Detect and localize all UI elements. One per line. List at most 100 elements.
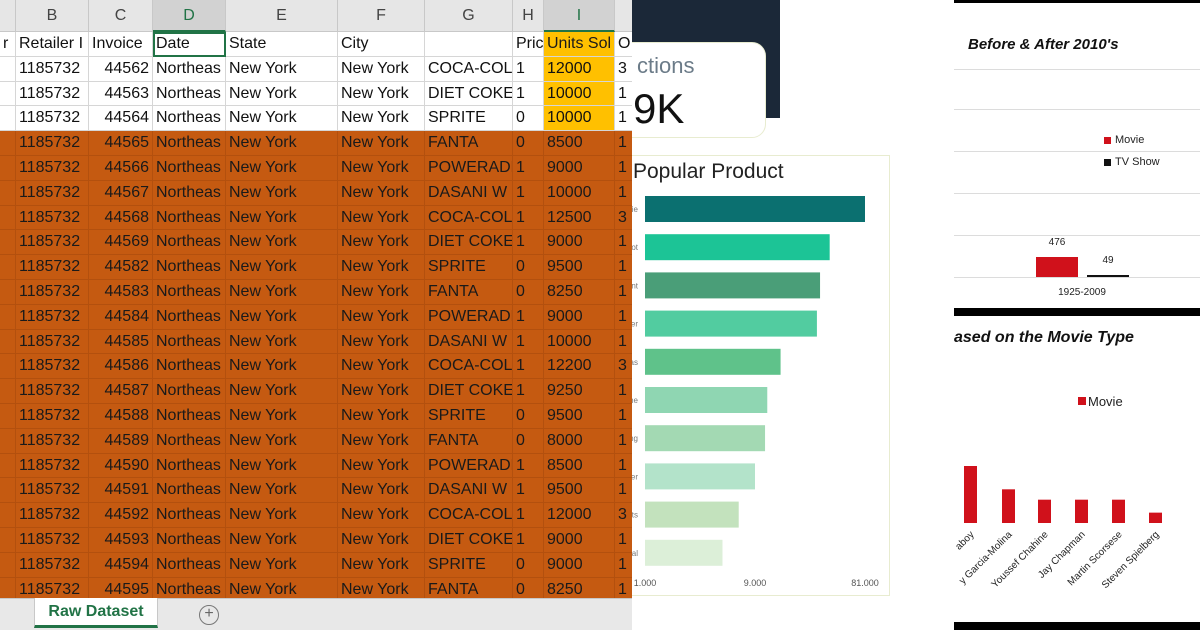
cell-j[interactable]: 1 bbox=[615, 379, 632, 404]
cell-a[interactable] bbox=[0, 56, 16, 82]
cell-c[interactable]: 44589 bbox=[89, 428, 153, 454]
cell-d[interactable]: Northeas bbox=[153, 180, 226, 206]
cell-d[interactable]: Northeas bbox=[153, 428, 226, 454]
header-cell[interactable] bbox=[425, 32, 513, 57]
cell-a[interactable] bbox=[0, 528, 16, 553]
cell-i[interactable]: 9500 bbox=[544, 255, 615, 280]
cell-h[interactable]: 0 bbox=[513, 428, 544, 454]
cell-f[interactable]: New York bbox=[338, 81, 425, 107]
cell-d[interactable]: Northeas bbox=[153, 56, 226, 82]
cell-b[interactable]: 1185732 bbox=[16, 205, 89, 231]
cell-b[interactable]: 1185732 bbox=[16, 106, 89, 132]
cell-i[interactable]: 9500 bbox=[544, 404, 615, 429]
cell-d[interactable]: Northeas bbox=[153, 156, 226, 181]
cell-c[interactable]: 44568 bbox=[89, 205, 153, 231]
cell-h[interactable]: 1 bbox=[513, 528, 544, 553]
cell-g[interactable]: DASANI W bbox=[425, 478, 513, 504]
cell-f[interactable]: New York bbox=[338, 131, 425, 156]
cell-h[interactable]: 1 bbox=[513, 478, 544, 504]
cell-i[interactable]: 9000 bbox=[544, 156, 615, 181]
cell-c[interactable]: 44582 bbox=[89, 255, 153, 280]
cell-i[interactable]: 12000 bbox=[544, 56, 615, 82]
column-header[interactable]: C bbox=[89, 0, 153, 32]
cell-g[interactable]: COCA-COL bbox=[425, 354, 513, 380]
header-cell[interactable]: Pric bbox=[513, 32, 544, 57]
cell-g[interactable]: FANTA bbox=[425, 131, 513, 156]
column-header[interactable] bbox=[615, 0, 632, 32]
cell-i[interactable]: 9500 bbox=[544, 478, 615, 504]
cell-h[interactable]: 1 bbox=[513, 329, 544, 355]
cell-e[interactable]: New York bbox=[226, 81, 338, 107]
cell-i[interactable]: 9000 bbox=[544, 304, 615, 330]
cell-j[interactable]: 1 bbox=[615, 81, 632, 107]
cell-d[interactable]: Northeas bbox=[153, 131, 226, 156]
cell-b[interactable]: 1185732 bbox=[16, 81, 89, 107]
cell-e[interactable]: New York bbox=[226, 156, 338, 181]
cell-f[interactable]: New York bbox=[338, 205, 425, 231]
cell-c[interactable]: 44591 bbox=[89, 478, 153, 504]
cell-f[interactable]: New York bbox=[338, 230, 425, 256]
cell-g[interactable]: FANTA bbox=[425, 428, 513, 454]
add-sheet-icon[interactable]: + bbox=[199, 605, 219, 625]
cell-g[interactable]: DIET COKE bbox=[425, 81, 513, 107]
cell-j[interactable]: 1 bbox=[615, 180, 632, 206]
cell-c[interactable]: 44590 bbox=[89, 453, 153, 479]
cell-b[interactable]: 1185732 bbox=[16, 329, 89, 355]
cell-i[interactable]: 10000 bbox=[544, 329, 615, 355]
cell-e[interactable]: New York bbox=[226, 552, 338, 578]
cell-j[interactable]: 1 bbox=[615, 156, 632, 181]
cell-e[interactable]: New York bbox=[226, 56, 338, 82]
cell-e[interactable]: New York bbox=[226, 478, 338, 504]
cell-f[interactable]: New York bbox=[338, 453, 425, 479]
cell-e[interactable]: New York bbox=[226, 528, 338, 553]
cell-d[interactable]: Northeas bbox=[153, 329, 226, 355]
sheet-tab-raw-dataset[interactable]: Raw Dataset bbox=[34, 598, 158, 628]
cell-i[interactable]: 8000 bbox=[544, 428, 615, 454]
cell-f[interactable]: New York bbox=[338, 354, 425, 380]
cell-d[interactable]: Northeas bbox=[153, 379, 226, 404]
cell-c[interactable]: 44569 bbox=[89, 230, 153, 256]
cell-h[interactable]: 0 bbox=[513, 255, 544, 280]
header-cell[interactable]: Date bbox=[153, 32, 226, 57]
cell-b[interactable]: 1185732 bbox=[16, 156, 89, 181]
cell-j[interactable]: 1 bbox=[615, 280, 632, 305]
cell-b[interactable]: 1185732 bbox=[16, 453, 89, 479]
cell-a[interactable] bbox=[0, 503, 16, 528]
column-header[interactable] bbox=[0, 0, 16, 32]
cell-g[interactable]: SPRITE bbox=[425, 255, 513, 280]
cell-g[interactable]: SPRITE bbox=[425, 552, 513, 578]
cell-e[interactable]: New York bbox=[226, 304, 338, 330]
cell-f[interactable]: New York bbox=[338, 280, 425, 305]
cell-i[interactable]: 9000 bbox=[544, 552, 615, 578]
cell-h[interactable]: 1 bbox=[513, 453, 544, 479]
header-cell[interactable]: Units Sol bbox=[544, 32, 615, 57]
cell-e[interactable]: New York bbox=[226, 379, 338, 404]
cell-h[interactable]: 0 bbox=[513, 404, 544, 429]
cell-f[interactable]: New York bbox=[338, 329, 425, 355]
cell-e[interactable]: New York bbox=[226, 503, 338, 528]
cell-f[interactable]: New York bbox=[338, 478, 425, 504]
header-cell[interactable]: O bbox=[615, 32, 632, 57]
cell-a[interactable] bbox=[0, 329, 16, 355]
cell-h[interactable]: 1 bbox=[513, 81, 544, 107]
cell-b[interactable]: 1185732 bbox=[16, 304, 89, 330]
cell-d[interactable]: Northeas bbox=[153, 478, 226, 504]
cell-g[interactable]: DASANI W bbox=[425, 329, 513, 355]
cell-d[interactable]: Northeas bbox=[153, 106, 226, 132]
cell-i[interactable]: 12000 bbox=[544, 503, 615, 528]
cell-a[interactable] bbox=[0, 280, 16, 305]
cell-j[interactable]: 1 bbox=[615, 552, 632, 578]
cell-g[interactable]: POWERADE bbox=[425, 156, 513, 181]
cell-j[interactable]: 3 bbox=[615, 205, 632, 231]
cell-g[interactable]: DIET COKE bbox=[425, 230, 513, 256]
cell-f[interactable]: New York bbox=[338, 106, 425, 132]
cell-c[interactable]: 44563 bbox=[89, 81, 153, 107]
cell-b[interactable]: 1185732 bbox=[16, 379, 89, 404]
cell-e[interactable]: New York bbox=[226, 404, 338, 429]
cell-j[interactable]: 1 bbox=[615, 329, 632, 355]
cell-d[interactable]: Northeas bbox=[153, 230, 226, 256]
cell-f[interactable]: New York bbox=[338, 428, 425, 454]
cell-a[interactable] bbox=[0, 81, 16, 107]
cell-g[interactable]: DIET COKE bbox=[425, 528, 513, 553]
cell-c[interactable]: 44562 bbox=[89, 56, 153, 82]
